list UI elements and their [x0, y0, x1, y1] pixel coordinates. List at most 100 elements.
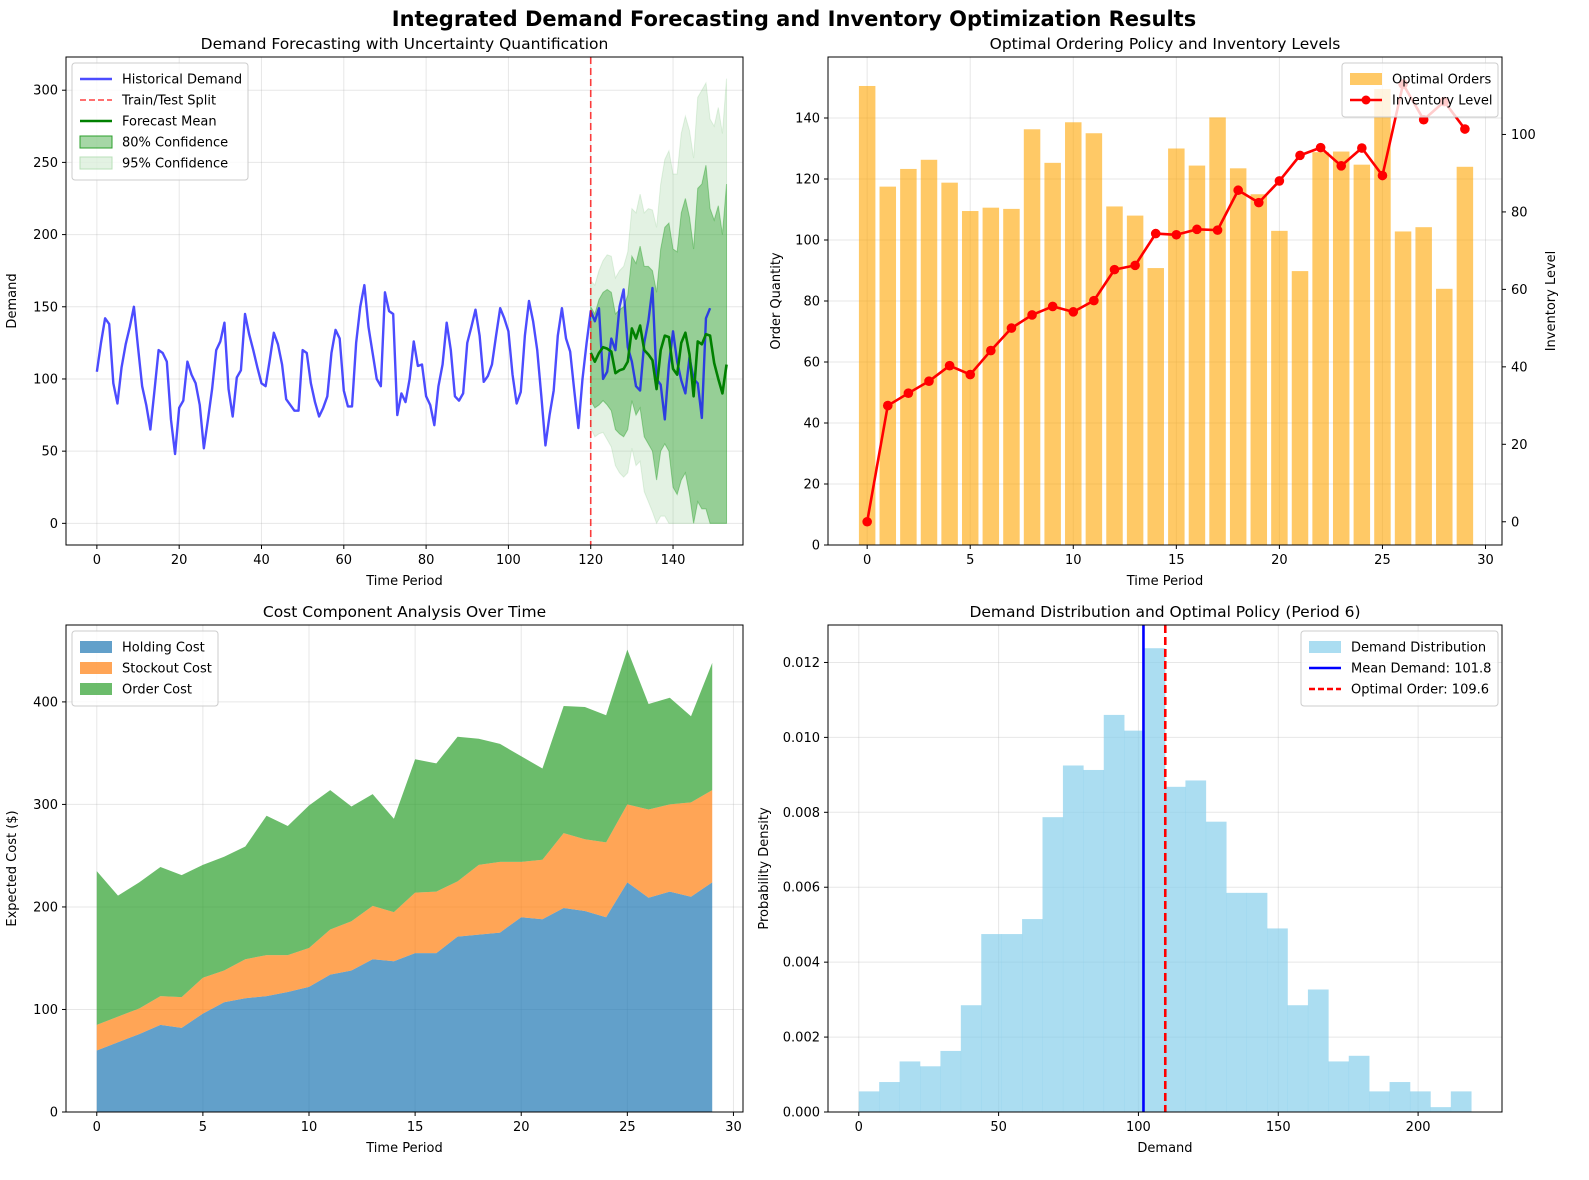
- forecast-ci80: [590, 165, 728, 524]
- legend-label: Demand Distribution: [1351, 641, 1486, 656]
- histogram-bar: [1389, 1082, 1411, 1112]
- y-tick-label: 120: [795, 173, 820, 188]
- plot-frame: [65, 624, 744, 1113]
- plot-frame: [827, 56, 1503, 546]
- histogram-bar: [981, 934, 1002, 1112]
- legend-label: Stockout Cost: [122, 662, 212, 677]
- x-tick-label: 0: [93, 1120, 101, 1135]
- ordering-panel: 0 5 10 15 20 25 30 0 20 40 60 80 100 120 140 0 20 40 60 80 1…: [769, 35, 1559, 589]
- forecast-ylabel: Demand: [5, 273, 20, 328]
- y2-tick-label: 20: [1511, 438, 1528, 453]
- x-tick-label: 20: [513, 1120, 530, 1135]
- x-tick-label: 20: [1271, 553, 1288, 568]
- inventory-ylabel: Inventory Level: [1544, 251, 1559, 352]
- y2-tick-label: 80: [1511, 205, 1528, 220]
- histogram-bar: [1328, 1061, 1350, 1112]
- histogram-bar: [858, 1091, 880, 1112]
- inventory-point: [944, 360, 955, 371]
- inventory-point: [1377, 170, 1388, 181]
- y-tick-label: 100: [33, 1003, 58, 1018]
- inventory-point: [924, 376, 934, 386]
- legend-patch-swatch: [79, 156, 113, 170]
- ci95-band: [590, 78, 728, 525]
- legend-label: Inventory Level: [1392, 94, 1493, 109]
- inventory-point: [1336, 161, 1347, 171]
- x-tick-label: 150: [1266, 1120, 1291, 1135]
- histogram-bar: [1267, 928, 1288, 1112]
- histogram-bar: [1369, 1091, 1390, 1112]
- forecast-grid: [66, 57, 743, 545]
- cost-area-stockout-cost: [96, 790, 713, 1051]
- histogram-bar: [1185, 780, 1207, 1112]
- order-bar: [1209, 117, 1226, 545]
- forecast-axes: 0 20 40 60 80 100 120 140 0 50 100 150 200 250 300: [33, 56, 744, 568]
- x-tick-label: 140: [661, 553, 686, 568]
- inventory-point: [1068, 307, 1079, 317]
- order-bar: [1147, 268, 1164, 545]
- histogram-bar: [879, 1082, 900, 1112]
- histogram-bar: [1165, 786, 1186, 1112]
- inventory-point: [1006, 323, 1017, 333]
- forecast-xlabel: Time Period: [365, 574, 442, 589]
- x-tick-label: 0: [93, 553, 101, 568]
- cost-area-order-cost: [96, 649, 713, 1025]
- y-tick-label: 0.002: [783, 1031, 820, 1046]
- inventory-point: [1315, 142, 1326, 153]
- inventory-point: [1212, 225, 1223, 235]
- y-tick-label: 80: [803, 295, 820, 310]
- legend-frame: [71, 62, 249, 181]
- x-tick-label: 60: [336, 553, 353, 568]
- forecast-mean-line: [589, 324, 728, 398]
- legend-marker-swatch: [1361, 95, 1371, 105]
- cost-xlabel: Time Period: [365, 1141, 442, 1156]
- y-tick-label: 20: [803, 478, 820, 493]
- order-bar: [1394, 231, 1412, 545]
- histogram-bar: [1226, 892, 1247, 1112]
- x-tick-label: 80: [418, 553, 435, 568]
- x-tick-label: 20: [171, 553, 188, 568]
- histogram-bar: [920, 1066, 941, 1112]
- x-tick-label: 30: [725, 1120, 742, 1135]
- inventory-point: [1171, 229, 1182, 240]
- distribution-xlabel: Demand: [1137, 1141, 1192, 1156]
- y2-tick-label: 60: [1511, 283, 1528, 298]
- inventory-point: [882, 400, 893, 411]
- histogram-bar: [1307, 989, 1329, 1112]
- historical-demand-line: [95, 283, 712, 456]
- order-bar: [1456, 166, 1474, 546]
- y-tick-label: 50: [41, 445, 58, 460]
- forecast-panel: 0 20 40 60 80 100 120 140 0 50 100 150 200 250 300 Dem…: [5, 35, 744, 589]
- histogram-bar: [960, 1005, 982, 1112]
- distribution-ylabel: Probability Density: [757, 807, 772, 930]
- legend-label: 80% Confidence: [122, 136, 228, 151]
- y-tick-label: 40: [803, 417, 820, 432]
- cost-ylabel: Expected Cost ($): [5, 810, 20, 926]
- distribution-panel: 0 50 100 150 200 0.000 0.002 0.004 0.006 0.008 0.0…: [757, 603, 1503, 1156]
- inventory-point: [1233, 185, 1243, 196]
- y-tick-label: 0: [50, 1106, 58, 1121]
- inventory-point: [1047, 301, 1058, 312]
- histogram-bar: [1348, 1055, 1370, 1112]
- order-bar: [982, 207, 1000, 546]
- distribution-title: Demand Distribution and Optimal Policy (…: [969, 603, 1360, 621]
- order-bar: [1436, 288, 1453, 545]
- x-tick-label: 5: [966, 553, 974, 568]
- histogram-bar: [1124, 730, 1145, 1112]
- cost-area-holding-cost: [96, 882, 713, 1112]
- order-bar: [1374, 89, 1391, 546]
- order-bar: [1271, 230, 1288, 545]
- legend-label: 95% Confidence: [122, 157, 228, 172]
- ordering-title: Optimal Ordering Policy and Inventory Le…: [990, 35, 1341, 53]
- plot-frame: [827, 624, 1503, 1113]
- histogram-bar: [1083, 769, 1105, 1112]
- order-bar: [920, 159, 938, 545]
- y2-tick-label: 40: [1511, 360, 1528, 375]
- x-tick-label: 50: [990, 1120, 1007, 1135]
- x-tick-label: 10: [1065, 553, 1082, 568]
- legend-patch-swatch: [80, 683, 112, 695]
- inventory-line: [862, 79, 1470, 527]
- order-bar: [1291, 271, 1309, 545]
- y-tick-label: 0.006: [783, 881, 820, 896]
